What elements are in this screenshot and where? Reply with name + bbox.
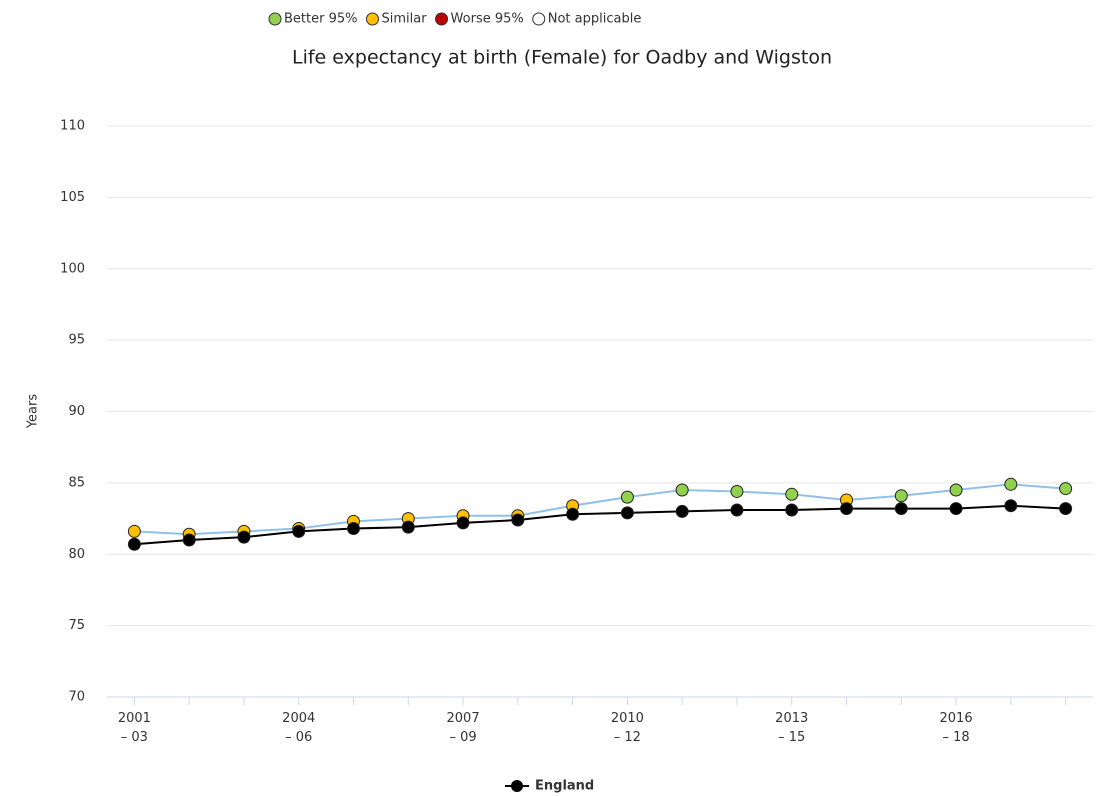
y-tick-label: 85 xyxy=(68,475,85,490)
x-tick-line: – 03 xyxy=(121,730,148,745)
data-point xyxy=(127,537,141,551)
data-point xyxy=(1004,499,1018,513)
series-line xyxy=(134,483,1066,536)
y-tick-label: 100 xyxy=(60,261,85,276)
legend-label: Better 95% xyxy=(284,12,357,27)
legend-label: England xyxy=(535,779,594,794)
data-point xyxy=(292,524,306,538)
x-tick-line: – 09 xyxy=(449,730,476,745)
legend-label: Worse 95% xyxy=(451,12,524,27)
legend-marker xyxy=(268,12,282,26)
x-tick-line: – 18 xyxy=(942,730,969,745)
data-point xyxy=(730,503,744,517)
data-point xyxy=(347,522,360,536)
y-tick-label: 80 xyxy=(68,547,85,562)
data-point xyxy=(1059,482,1073,496)
y-axis-label: Years xyxy=(26,394,41,430)
data-point xyxy=(127,524,141,538)
data-point xyxy=(949,483,963,497)
y-tick-label: 90 xyxy=(68,404,85,419)
x-tick-line: – 12 xyxy=(614,730,641,745)
x-tick-line: 2004 xyxy=(282,711,315,726)
legend-label: Similar xyxy=(381,12,427,27)
data-point xyxy=(840,502,853,516)
data-point xyxy=(1059,502,1073,516)
legend-marker xyxy=(435,12,449,26)
data-point xyxy=(620,506,634,520)
x-tick-line: 2007 xyxy=(447,711,480,726)
data-point xyxy=(511,513,525,527)
data-point xyxy=(949,502,963,516)
x-tick-line: 2010 xyxy=(611,711,644,726)
data-point xyxy=(1004,477,1018,491)
y-tick-label: 75 xyxy=(68,618,85,633)
x-tick-label: 2001 – 03 xyxy=(118,711,151,745)
data-point xyxy=(894,502,908,516)
y-tick-label: 110 xyxy=(60,119,85,134)
data-point xyxy=(675,483,689,497)
chart-title: Life expectancy at birth (Female) for Oa… xyxy=(292,47,832,69)
data-point xyxy=(675,504,689,518)
x-tick-label: 2010 – 12 xyxy=(611,711,644,745)
legend-label: Not applicable xyxy=(548,12,642,27)
legend-marker xyxy=(511,780,523,792)
x-tick-label: 2007 – 09 xyxy=(447,711,480,745)
x-tick-line: 2016 xyxy=(940,711,973,726)
data-point xyxy=(456,516,470,530)
data-point xyxy=(401,520,415,534)
y-tick-label: 105 xyxy=(60,190,85,205)
series-line xyxy=(134,504,1066,546)
data-point xyxy=(566,507,580,521)
x-tick-line: – 06 xyxy=(285,730,312,745)
data-point xyxy=(785,503,799,517)
x-tick-line: – 15 xyxy=(778,730,805,745)
y-tick-label: 70 xyxy=(68,690,85,705)
legend-marker xyxy=(532,12,546,26)
data-point xyxy=(894,489,908,503)
data-point xyxy=(785,487,799,501)
x-tick-line: 2001 xyxy=(118,711,151,726)
x-tick-label: 2004 – 06 xyxy=(282,711,315,745)
x-tick-label: 2013 – 15 xyxy=(775,711,808,745)
data-point xyxy=(730,484,744,498)
data-point xyxy=(620,490,634,504)
y-tick-label: 95 xyxy=(68,333,85,348)
legend-marker xyxy=(365,12,379,26)
x-tick-line: 2013 xyxy=(775,711,808,726)
x-tick-label: 2016 – 18 xyxy=(940,711,973,745)
data-point xyxy=(237,530,251,544)
data-point xyxy=(182,533,196,547)
